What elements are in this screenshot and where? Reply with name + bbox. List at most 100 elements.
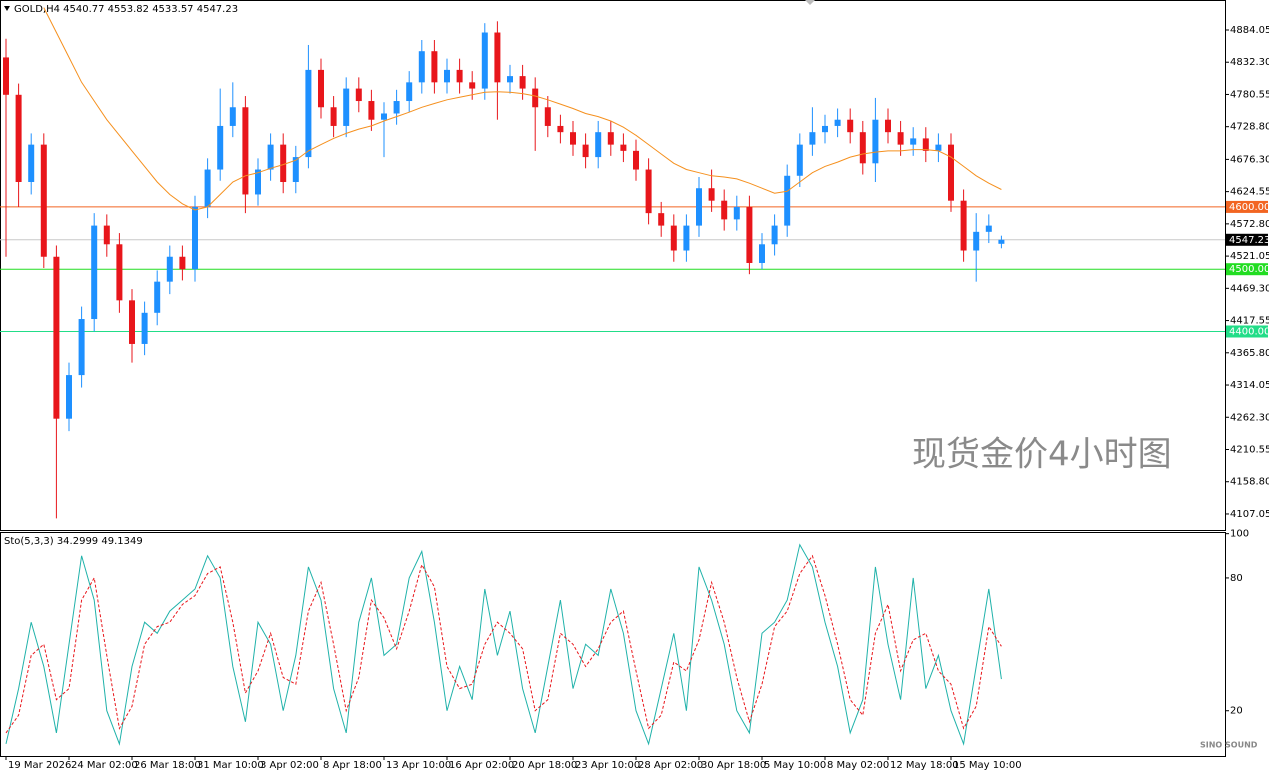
candle-body [985, 225, 992, 232]
candle-body [305, 69, 312, 158]
candle-body [847, 119, 854, 133]
scroll-marker [805, 0, 815, 5]
candle-body [570, 132, 576, 145]
candle-body [746, 206, 753, 263]
last-price-tag [1226, 233, 1268, 246]
candle-body [141, 312, 148, 344]
y-tick-label: 4417.55 [1230, 316, 1269, 327]
x-tick-label: 24 Mar 02:00 [71, 760, 138, 771]
candle-body [406, 82, 413, 102]
candle-body [280, 144, 287, 183]
candle-body [998, 239, 1005, 244]
candle-body [595, 132, 602, 158]
candle-body [859, 132, 866, 164]
x-tick-label: 8 May 02:00 [827, 760, 889, 771]
x-tick-label: 8 Apr 18:00 [323, 760, 382, 771]
candle-body [759, 244, 765, 263]
x-tick-label: 15 May 10:00 [953, 760, 1022, 771]
candle-body [784, 175, 791, 226]
x-tick-label: 23 Apr 10:00 [575, 760, 640, 771]
candle-body [822, 125, 828, 133]
x-tick-label: 13 Apr 10:00 [386, 760, 451, 771]
watermark: SINO SOUND [1200, 741, 1258, 750]
candle-body [481, 32, 488, 89]
candle-body [116, 244, 123, 301]
candle-body [519, 76, 526, 89]
candle-body [696, 188, 702, 226]
candle-body [28, 144, 35, 183]
level-label: 4600.00 [1229, 202, 1269, 213]
candle-body [494, 32, 501, 83]
candle-body [66, 375, 72, 419]
candle-body [935, 144, 942, 151]
y-tick-label: 4158.80 [1230, 477, 1269, 488]
candle-body [948, 144, 954, 201]
x-tick-label: 26 Mar 18:00 [134, 760, 201, 771]
y-tick-label: 4624.55 [1230, 187, 1269, 198]
stoch-line [5, 543, 1002, 746]
y-tick-label: 4728.80 [1230, 122, 1269, 133]
candle-body [507, 76, 513, 83]
candle-body [708, 188, 715, 201]
candle-body [3, 57, 9, 95]
candle-body [192, 206, 198, 270]
level-label: 4400.00 [1229, 326, 1269, 337]
y-tick-label: 4107.05 [1230, 509, 1269, 520]
candle-body [557, 125, 564, 133]
candle-body [910, 138, 917, 145]
candle-body [796, 144, 803, 176]
candle-body [607, 132, 614, 145]
candle-body [154, 281, 161, 313]
x-tick-label: 30 Apr 18:00 [701, 760, 766, 771]
candle-body [683, 225, 690, 251]
y-tick-label: 4884.05 [1230, 25, 1269, 36]
candle-body [620, 144, 627, 151]
x-tick-label: 16 Apr 02:00 [449, 760, 514, 771]
y-tick-label: 4262.30 [1230, 412, 1269, 423]
candle-body [444, 69, 450, 83]
candle-body [532, 88, 539, 108]
stoch-title: Sto(5,3,3) 34.2999 49.1349 [4, 536, 143, 547]
candle-body [418, 51, 425, 83]
x-tick-label: 31 Mar 10:00 [197, 760, 264, 771]
candle-body [973, 231, 980, 251]
candle-body [40, 144, 47, 257]
candle-body [872, 119, 879, 164]
last-price-label: 4547.23 [1229, 235, 1269, 246]
candle-body [53, 256, 60, 419]
candle-body [217, 125, 224, 170]
price-panel [0, 0, 1226, 531]
y-tick-label: 4365.80 [1230, 348, 1269, 359]
y-tick-label: 4572.80 [1230, 219, 1269, 230]
menu-arrow[interactable] [4, 6, 10, 11]
candle-body [179, 256, 186, 270]
annotation: 现货金价4小时图 [912, 435, 1172, 475]
candle-body [78, 319, 85, 376]
y-tick-label: 4521.05 [1230, 251, 1269, 262]
candle-body [431, 51, 438, 83]
candle-body [229, 107, 236, 126]
candle-body [469, 82, 476, 89]
candle-body [897, 132, 904, 145]
candle-body [733, 206, 740, 220]
y-tick-label: 4210.55 [1230, 444, 1269, 455]
x-tick-label: 12 May 18:00 [890, 760, 959, 771]
candle-body [393, 101, 400, 114]
level-tag [1226, 325, 1268, 338]
candle-body [318, 69, 324, 108]
candle-body [658, 213, 665, 226]
candle-body [922, 138, 929, 151]
candle-body [645, 169, 652, 214]
candle-body [242, 107, 249, 195]
x-tick-label: 20 Apr 18:00 [512, 760, 577, 771]
candle-body [960, 200, 967, 251]
candle-body [544, 107, 551, 126]
candle-body [292, 157, 299, 183]
level-label: 4500.00 [1229, 264, 1269, 275]
y-tick-label: 4832.30 [1230, 57, 1269, 68]
candle-body [885, 119, 891, 133]
level-tag [1226, 200, 1268, 213]
y-tick-label: 80 [1230, 573, 1243, 584]
candle-body [721, 200, 728, 220]
